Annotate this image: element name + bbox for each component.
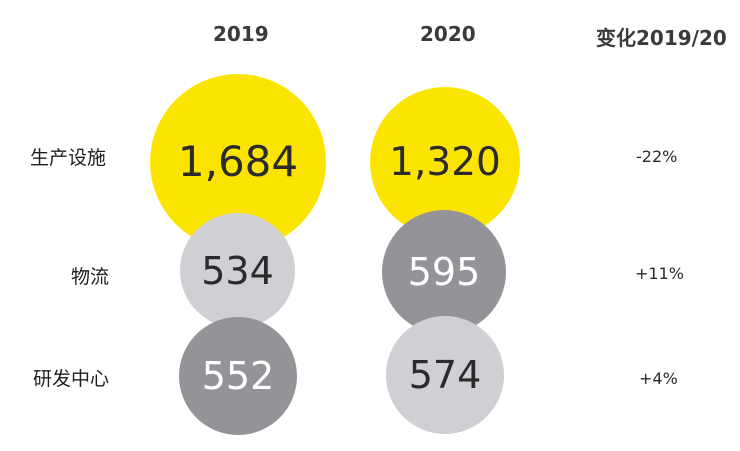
bubble-value: 574	[408, 353, 482, 397]
column-header-2020: 2020	[420, 22, 476, 46]
change-rd: +4%	[639, 369, 678, 388]
bubble-value: 1,684	[177, 137, 299, 186]
bubble-rd-2019: 552	[179, 317, 297, 435]
bubble-value: 552	[201, 354, 275, 398]
bubble-value: 534	[201, 248, 274, 293]
row-label-rd: 研发中心	[33, 368, 110, 390]
bubble-value: 595	[407, 250, 481, 294]
row-label-production: 生产设施	[30, 147, 107, 169]
change-logistics: +11%	[635, 264, 684, 283]
change-production: -22%	[636, 147, 678, 166]
bubble-logistics-2019: 534	[180, 213, 295, 328]
column-header-2019: 2019	[213, 22, 269, 46]
bubble-rd-2020: 574	[386, 316, 504, 434]
bubble-value: 1,320	[389, 139, 501, 185]
row-label-logistics: 物流	[71, 266, 110, 288]
column-header-change: 变化2019/20	[596, 26, 727, 50]
bubble-logistics-2020: 595	[382, 210, 506, 334]
